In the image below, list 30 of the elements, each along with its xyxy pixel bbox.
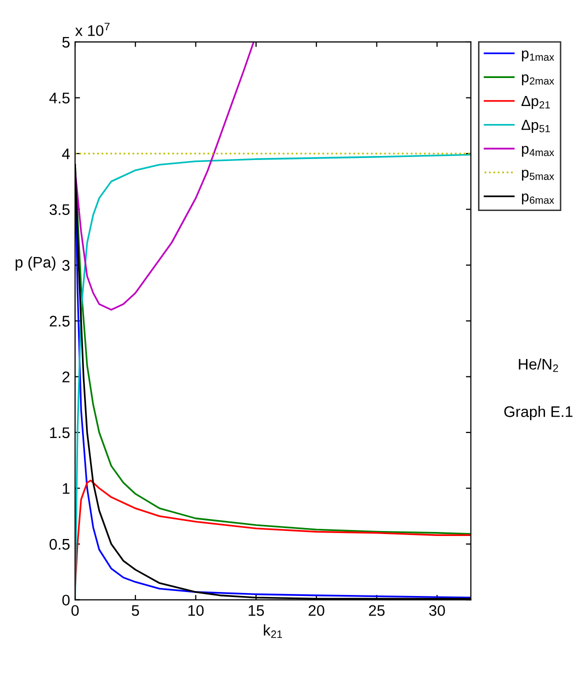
x-tick-label: 20 xyxy=(308,605,324,616)
y-tick-label: 2.5 xyxy=(50,316,70,327)
y-tick-label: 4 xyxy=(62,148,70,160)
y-tick-label: 3 xyxy=(62,260,70,271)
legend-label: p$_{1max}$ xyxy=(522,50,554,62)
x-axis-title: k$_{21}$ xyxy=(264,624,282,638)
y-axis-title: p (Pa) xyxy=(16,256,56,271)
y-tick-label: 0 xyxy=(62,594,70,606)
y-tick-label: 0.5 xyxy=(50,538,70,550)
y-tick-label: 1.5 xyxy=(50,427,70,438)
x-tick-label: 25 xyxy=(368,605,385,616)
legend-label: Δp$_{21}$ xyxy=(521,96,550,110)
legend-label: p$_{5max}$ xyxy=(522,170,554,181)
x-tick-label: 15 xyxy=(248,605,264,616)
x-tick-label: 5 xyxy=(132,605,140,616)
x-tick-label: 30 xyxy=(429,605,445,616)
legend-label: p$_{4max}$ xyxy=(522,146,554,157)
y-tick-label: 3.5 xyxy=(50,204,70,216)
legend-label: Δp$_{51}$ xyxy=(521,120,550,133)
y-tick-label: 4.5 xyxy=(49,92,70,104)
y-tick-label: 1 xyxy=(62,483,70,494)
x-tick-label: 0 xyxy=(71,605,79,616)
x-tick-label: 10 xyxy=(188,605,204,616)
text: He/N$_{2}$ xyxy=(518,358,558,372)
legend-label: p$_{2max}$ xyxy=(522,74,554,86)
y-tick-label: 5 xyxy=(62,37,70,48)
text: Graph E.1 xyxy=(504,406,572,420)
legend-label: p$_{6max}$ xyxy=(522,194,554,204)
y-tick-label: 2 xyxy=(62,372,70,382)
text: x 10$^{7}$ xyxy=(75,22,110,36)
